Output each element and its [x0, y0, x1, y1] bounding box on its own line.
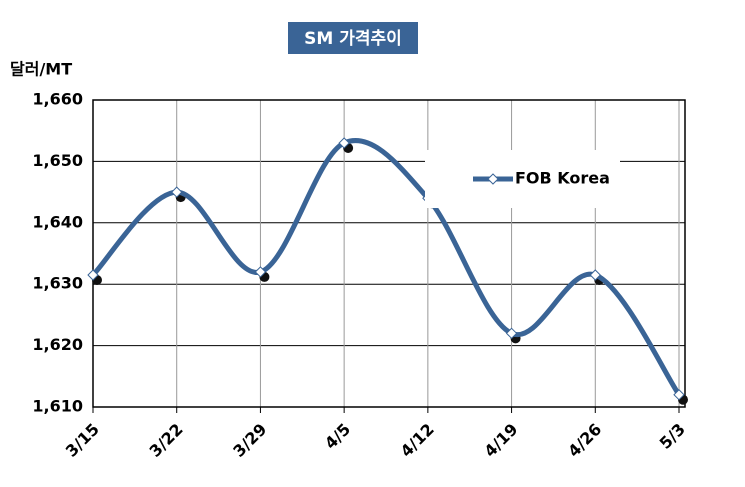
plot-frame	[92, 99, 686, 408]
y-tick-label: 1,620	[32, 335, 83, 354]
chart-title: SM 가격추이	[304, 29, 402, 49]
legend-box	[425, 150, 620, 208]
x-tick-label: 4/12	[397, 420, 438, 461]
series-line	[91, 138, 682, 397]
y-tick-label: 1,640	[32, 212, 83, 231]
x-tick-label: 4/26	[564, 420, 605, 461]
y-axis-label: 달러/MT	[10, 60, 72, 79]
point	[673, 389, 685, 401]
x-tick-label: 5/3	[656, 420, 689, 453]
point	[254, 266, 267, 278]
x-tick-label: 3/22	[146, 420, 187, 461]
x-tick-label: 4/19	[480, 420, 521, 461]
point	[171, 186, 183, 198]
y-tick-label: 1,660	[32, 90, 83, 109]
legend-label: FOB Korea	[515, 169, 610, 188]
point	[589, 269, 601, 281]
point	[87, 269, 99, 281]
x-tick-label: 3/15	[62, 420, 103, 461]
y-tick-label: 1,610	[32, 397, 83, 416]
legend-marker	[487, 173, 499, 185]
point	[505, 327, 518, 340]
y-tick-label: 1,650	[32, 151, 83, 170]
title-background	[288, 22, 418, 54]
x-tick-label: 3/29	[229, 420, 270, 461]
point	[338, 137, 350, 149]
y-tick-label: 1,630	[32, 274, 83, 293]
x-tick-label: 4/5	[321, 420, 354, 453]
